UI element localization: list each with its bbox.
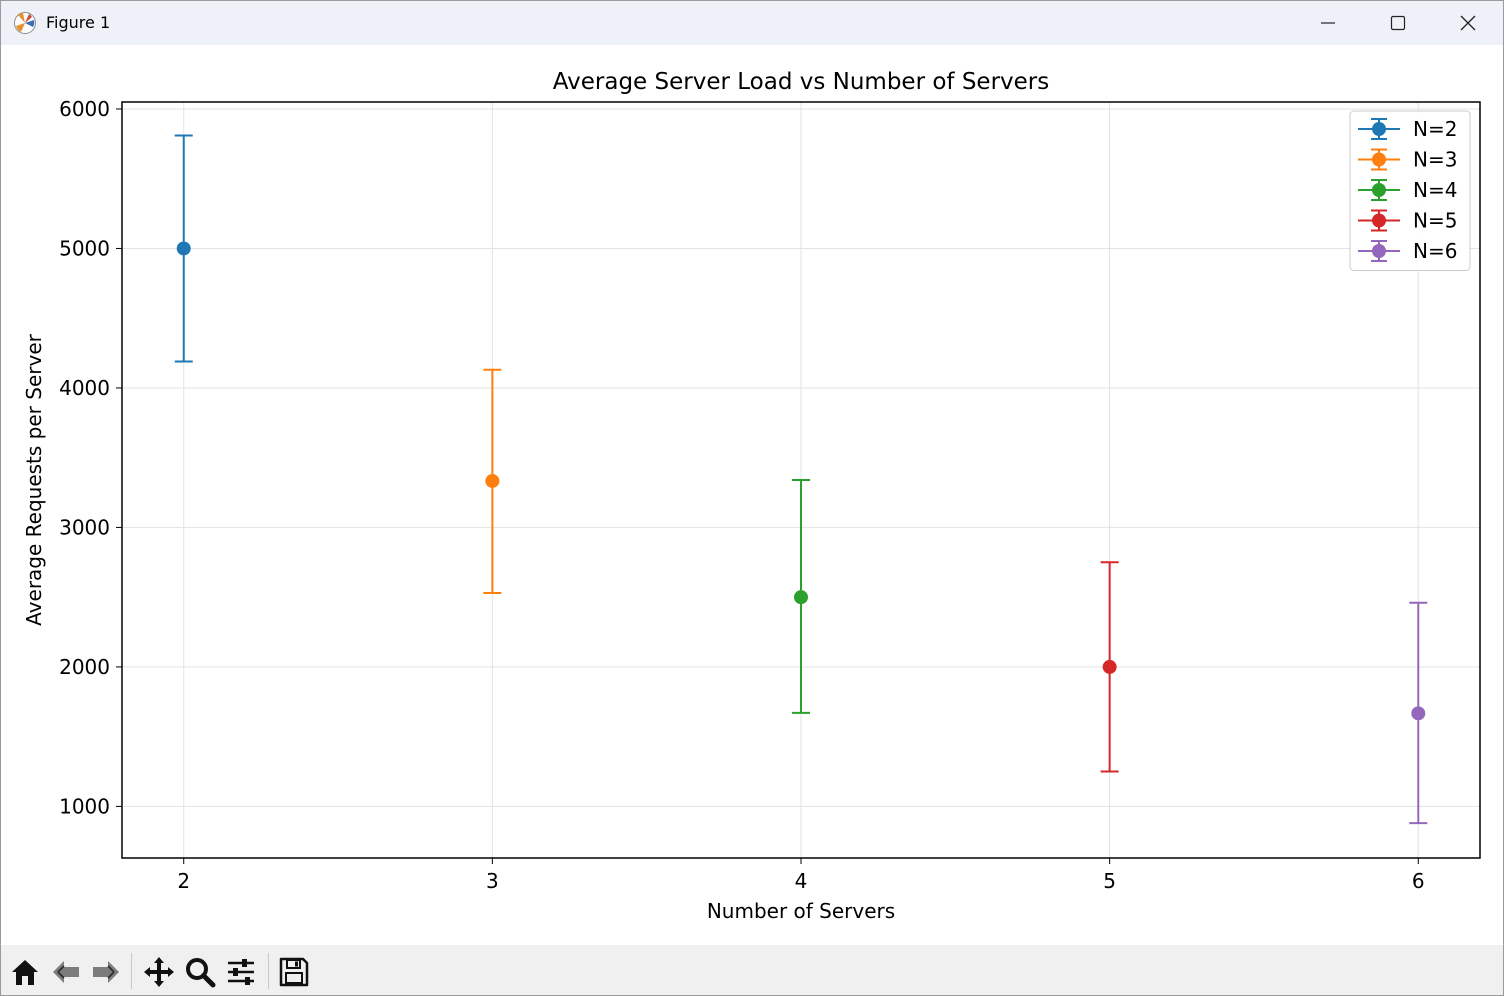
data-point [485, 473, 500, 488]
toolbar-separator [268, 953, 269, 989]
x-tick-label: 4 [795, 869, 808, 893]
x-tick-label: 3 [486, 869, 499, 893]
legend-marker [1372, 183, 1386, 197]
data-point [1102, 659, 1117, 674]
x-tick-label: 2 [177, 869, 190, 893]
pan-button[interactable] [142, 955, 176, 989]
home-icon [12, 960, 38, 985]
legend-marker [1372, 244, 1386, 258]
maximize-icon [1390, 15, 1406, 31]
legend-marker [1372, 213, 1386, 228]
navigation-toolbar [1, 945, 1503, 995]
data-point [1411, 706, 1426, 721]
pan-icon [144, 957, 174, 987]
data-point [176, 241, 191, 256]
save-icon [279, 957, 309, 987]
legend-marker [1372, 152, 1386, 167]
minimize-button[interactable] [1293, 1, 1363, 45]
legend-label: N=2 [1413, 117, 1457, 141]
title-bar: Figure 1 [1, 1, 1503, 45]
figure-canvas[interactable]: 2 3 4 5 6 1000 2000 3000 4000 5000 6000 Average Ser… [1, 45, 1503, 945]
zoom-icon [186, 958, 216, 988]
legend-label: N=6 [1413, 239, 1457, 263]
forward-arrow-icon [93, 961, 119, 983]
close-icon [1460, 15, 1476, 31]
zoom-button[interactable] [183, 955, 217, 989]
back-arrow-icon [53, 961, 79, 983]
y-tick-label: 5000 [59, 236, 110, 260]
close-button[interactable] [1433, 1, 1503, 45]
forward-button[interactable] [89, 955, 123, 989]
x-tick-label: 6 [1412, 869, 1425, 893]
y-tick-label: 2000 [59, 655, 110, 679]
back-button[interactable] [49, 955, 83, 989]
errorbar-chart: 2 3 4 5 6 1000 2000 3000 4000 5000 6000 Average Ser… [22, 69, 1481, 923]
y-tick-label: 4000 [59, 376, 110, 400]
y-tick-label: 1000 [59, 794, 110, 818]
home-button[interactable] [8, 955, 42, 989]
toolbar-separator [131, 953, 132, 989]
window-title: Figure 1 [46, 13, 111, 32]
x-tick-label: 5 [1103, 869, 1116, 893]
legend-label: N=5 [1413, 209, 1457, 233]
configure-subplots-button[interactable] [224, 955, 258, 989]
maximize-button[interactable] [1363, 1, 1433, 45]
matplotlib-app-icon [14, 12, 36, 34]
y-tick-label: 6000 [59, 97, 110, 121]
y-tick-label: 3000 [59, 515, 110, 539]
x-axis-label: Number of Servers [707, 899, 895, 923]
save-button[interactable] [277, 955, 311, 989]
minimize-icon [1321, 22, 1335, 24]
data-point [794, 590, 808, 605]
configure-subplots-icon [228, 959, 254, 985]
chart-title: Average Server Load vs Number of Servers [553, 69, 1049, 95]
legend-label: N=4 [1413, 178, 1457, 202]
legend-label: N=3 [1413, 148, 1457, 172]
legend-marker [1372, 122, 1386, 136]
y-axis-label: Average Requests per Server [22, 333, 46, 625]
